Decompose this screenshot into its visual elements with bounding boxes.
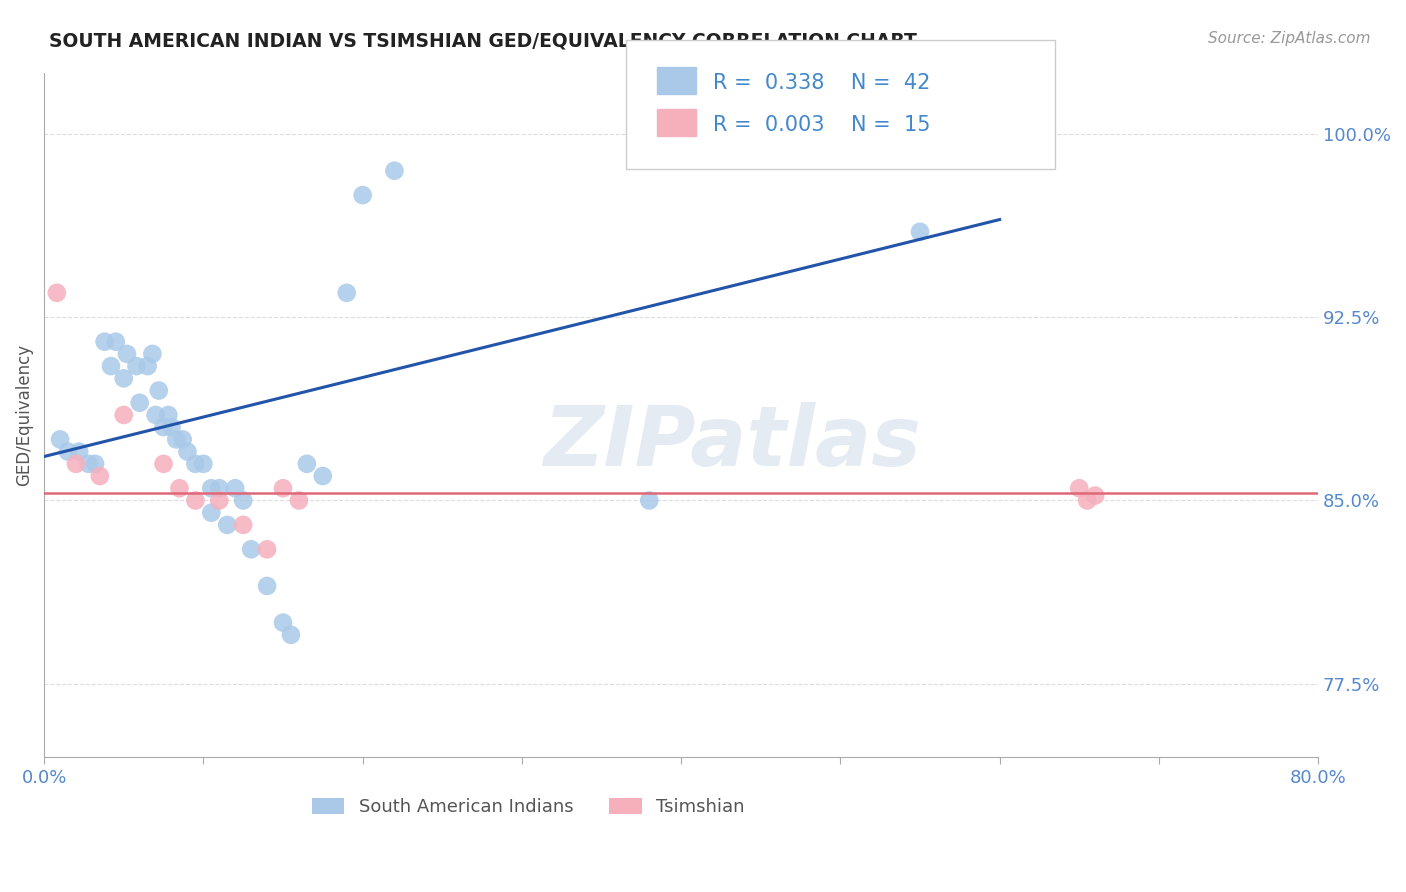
Point	[112, 371, 135, 385]
Point	[208, 493, 231, 508]
Point	[141, 347, 163, 361]
Point	[136, 359, 159, 373]
Text: Source: ZipAtlas.com: Source: ZipAtlas.com	[1208, 31, 1371, 46]
Point	[145, 408, 167, 422]
Point	[56, 444, 79, 458]
Point	[988, 139, 1011, 153]
Point	[104, 334, 127, 349]
Legend: South American Indians, Tsimshian: South American Indians, Tsimshian	[305, 790, 752, 823]
Point	[295, 457, 318, 471]
Point	[112, 408, 135, 422]
Point	[89, 469, 111, 483]
Point	[100, 359, 122, 373]
Point	[49, 433, 72, 447]
Point	[65, 457, 87, 471]
Point	[256, 579, 278, 593]
Point	[172, 433, 194, 447]
Point	[217, 517, 239, 532]
Point	[157, 408, 180, 422]
Point	[160, 420, 183, 434]
Point	[232, 493, 254, 508]
Point	[165, 433, 187, 447]
Point	[77, 457, 100, 471]
Point	[93, 334, 115, 349]
Text: SOUTH AMERICAN INDIAN VS TSIMSHIAN GED/EQUIVALENCY CORRELATION CHART: SOUTH AMERICAN INDIAN VS TSIMSHIAN GED/E…	[49, 31, 917, 50]
Point	[176, 444, 198, 458]
Point	[271, 615, 294, 630]
Point	[232, 517, 254, 532]
Point	[184, 457, 207, 471]
Point	[184, 493, 207, 508]
Point	[256, 542, 278, 557]
Point	[152, 457, 174, 471]
Text: R =  0.338    N =  42: R = 0.338 N = 42	[713, 73, 931, 93]
Point	[288, 493, 311, 508]
Point	[200, 481, 222, 495]
Point	[384, 163, 406, 178]
Point	[908, 225, 931, 239]
Point	[280, 628, 302, 642]
Text: ZIPatlas: ZIPatlas	[543, 401, 921, 483]
Point	[638, 493, 661, 508]
Point	[200, 506, 222, 520]
Point	[224, 481, 246, 495]
Point	[1084, 489, 1107, 503]
Point	[169, 481, 191, 495]
Point	[128, 396, 150, 410]
Point	[1069, 481, 1091, 495]
Point	[148, 384, 170, 398]
Point	[125, 359, 148, 373]
Point	[240, 542, 263, 557]
Point	[115, 347, 138, 361]
Point	[1076, 493, 1098, 508]
Y-axis label: GED/Equivalency: GED/Equivalency	[15, 344, 32, 486]
Point	[271, 481, 294, 495]
Point	[152, 420, 174, 434]
Point	[45, 285, 67, 300]
Text: R =  0.003    N =  15: R = 0.003 N = 15	[713, 115, 931, 135]
Point	[84, 457, 107, 471]
Point	[336, 285, 359, 300]
Point	[208, 481, 231, 495]
Point	[352, 188, 374, 202]
Point	[193, 457, 215, 471]
Point	[67, 444, 90, 458]
Point	[312, 469, 335, 483]
